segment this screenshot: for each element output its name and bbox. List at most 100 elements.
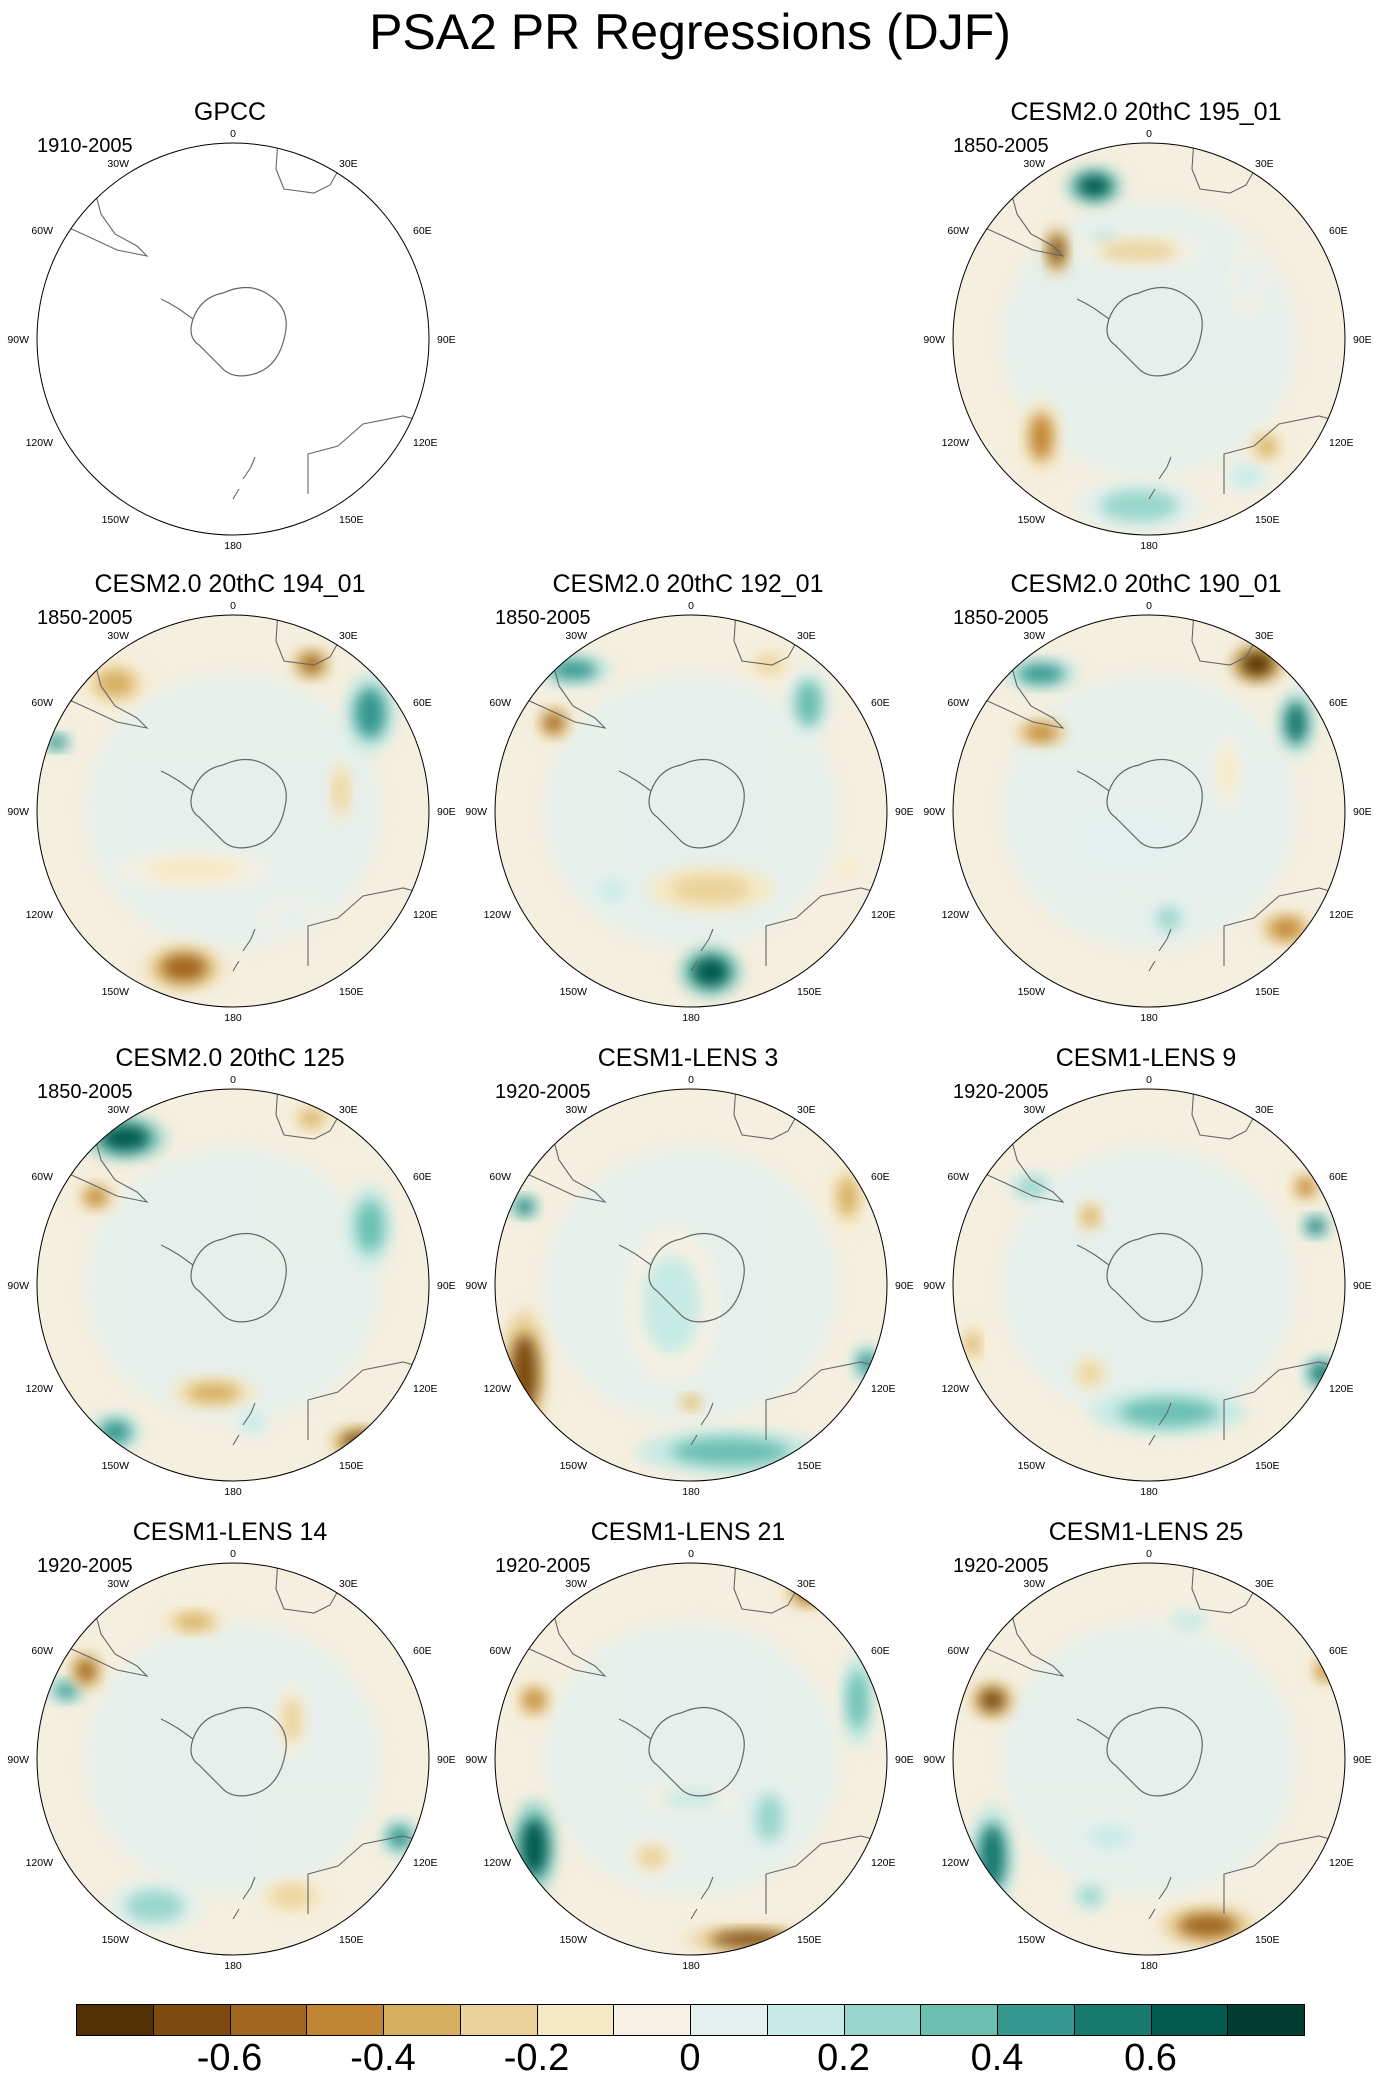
polar-map: 0 180 30W 60W 90W 120W 150W 30E 60E 90E 120E 150E <box>7 1074 456 1498</box>
panel-years: 1850-2005 <box>953 135 1049 157</box>
anomaly-halo <box>329 1426 392 1458</box>
colorbar-cell <box>613 2004 691 2036</box>
longitude-label-right-mid: 90E <box>1353 806 1372 818</box>
longitude-label-right-mid: 90E <box>437 1280 456 1292</box>
africa-outline <box>275 1089 339 1140</box>
anomaly-core <box>99 1124 151 1152</box>
africa-outline <box>275 1563 339 1614</box>
polar-map: 0 180 30W 60W 90W 120W 150W 30E 60E 90E 120E 150E <box>465 1548 913 1972</box>
longitude-label-left-mid: 90W <box>7 1754 29 1766</box>
longitude-label-top: 0 <box>230 1548 236 1560</box>
longitude-label-right-bottom: 150E <box>1255 986 1280 998</box>
anomaly-core <box>54 1682 79 1699</box>
anomaly-core <box>683 1396 699 1409</box>
australia-outline <box>307 887 426 966</box>
anomaly-core <box>549 660 597 680</box>
anomaly-core <box>691 956 731 988</box>
longitude-label-top: 0 <box>1146 1548 1152 1560</box>
panel-years: 1850-2005 <box>953 607 1049 629</box>
polar-map: 0 180 30W 60W 90W 120W 150W 30E 60E 90E 120E 150E <box>7 1548 455 1972</box>
longitude-label-left-mid: 90W <box>923 1280 945 1292</box>
longitude-label-left-mid: 90W <box>923 334 945 346</box>
anomaly-core <box>242 1412 263 1432</box>
longitude-label-right-top: 30E <box>797 630 816 642</box>
antarctic-peninsula-outline <box>1076 1718 1110 1740</box>
colorbar-tick-label: 0.4 <box>970 2037 1024 2079</box>
africa-outline <box>1191 615 1255 666</box>
anomaly-core <box>299 1110 324 1127</box>
anomaly-core <box>1317 1662 1334 1679</box>
anomaly-core <box>1309 1361 1334 1385</box>
antarctic-peninsula-outline <box>160 1718 194 1740</box>
map-panel-c2-125: 0 180 30W 60W 90W 120W 150W 30E 60E 90E 120E 150E CE… <box>0 1040 460 1510</box>
new-zealand-outline <box>690 1876 714 1920</box>
longitude-label-bottom: 180 <box>1140 1012 1158 1024</box>
colorbar-cell <box>1227 2004 1305 2036</box>
longitude-label-top: 0 <box>230 128 236 140</box>
panel-years: 1920-2005 <box>953 1555 1049 1577</box>
polar-map: 0 180 30W 60W 90W 120W 150W 30E 60E 90E 120E 150E <box>923 1074 1371 1498</box>
antarctica-outline <box>190 286 287 377</box>
longitude-label-left-lower: 120W <box>26 437 54 449</box>
longitude-label-right-upper: 60E <box>1329 1171 1348 1183</box>
africa-outline <box>1191 1089 1255 1140</box>
panel-years: 1850-2005 <box>37 1081 133 1103</box>
longitude-label-right-bottom: 150E <box>339 1934 364 1946</box>
anomaly-core <box>966 1332 979 1356</box>
antarctic-peninsula-outline <box>160 298 194 320</box>
map-panel-c2-190: 0 180 30W 60W 90W 120W 150W 30E 60E 90E 120E 150E CE… <box>916 566 1376 1036</box>
longitude-label-right-bottom: 150E <box>1255 1460 1280 1472</box>
panel-years: 1850-2005 <box>495 607 591 629</box>
antarctica-outline <box>648 758 745 849</box>
longitude-label-left-upper: 60W <box>31 1645 53 1657</box>
colorbar-tick-label: -0.4 <box>350 2037 416 2079</box>
antarctica-outline <box>1106 758 1203 849</box>
australia-outline <box>307 1835 426 1914</box>
anomaly-core <box>174 1613 214 1630</box>
anomaly-core <box>510 1334 539 1413</box>
anomaly-core <box>671 1437 789 1466</box>
colorbar-cell <box>229 2004 308 2036</box>
anomaly-core <box>757 656 782 672</box>
map-border <box>494 1088 888 1482</box>
antarctica-outline <box>648 1706 745 1797</box>
antarctic-peninsula-outline <box>1076 298 1110 320</box>
map-panel-c2-194: 0 180 30W 60W 90W 120W 150W 30E 60E 90E 120E 150E CE… <box>0 566 460 1036</box>
africa-outline <box>733 1089 797 1140</box>
longitude-label-top: 0 <box>688 600 694 612</box>
longitude-label-top: 0 <box>1146 600 1152 612</box>
anomaly-core <box>299 654 324 674</box>
longitude-label-left-lower: 120W <box>942 1857 970 1869</box>
anomaly-core <box>1296 1177 1316 1197</box>
anomaly-core <box>1284 701 1308 745</box>
colorbar-tick-label: 0.2 <box>817 2037 870 2079</box>
longitude-label-bottom: 180 <box>224 540 242 552</box>
longitude-label-right-top: 30E <box>1255 158 1274 170</box>
map-panel-lens-14: 0 180 30W 60W 90W 120W 150W 30E 60E 90E 120E 150E CE… <box>0 1514 460 1984</box>
longitude-label-left-mid: 90W <box>7 1280 29 1292</box>
anomaly-core <box>1100 241 1179 261</box>
longitude-label-right-lower: 120E <box>1329 437 1354 449</box>
panel-years: 1920-2005 <box>495 1555 591 1577</box>
map-panel-lens-25: 0 180 30W 60W 90W 120W 150W 30E 60E 90E 120E 150E CE… <box>916 1514 1376 1984</box>
anomaly-core <box>710 1931 789 1948</box>
longitude-label-left-lower: 120W <box>942 909 970 921</box>
map-border <box>36 1088 430 1482</box>
longitude-label-right-bottom: 150E <box>339 1460 364 1472</box>
longitude-label-right-top: 30E <box>797 1578 816 1590</box>
new-zealand-outline <box>232 456 256 500</box>
anomaly-core <box>839 858 856 882</box>
longitude-label-right-top: 30E <box>797 1104 816 1116</box>
longitude-label-right-top: 30E <box>339 1104 358 1116</box>
antarctic-peninsula-outline <box>1076 770 1110 792</box>
anomaly-core <box>387 1825 412 1850</box>
anomaly-wash <box>86 1621 380 1897</box>
longitude-label-bottom: 180 <box>1140 540 1158 552</box>
longitude-label-left-mid: 90W <box>923 1754 945 1766</box>
colorbar-cell <box>152 2004 231 2036</box>
longitude-label-left-upper: 60W <box>31 697 53 709</box>
map-panel-lens-9: 0 180 30W 60W 90W 120W 150W 30E 60E 90E 120E 150E CE… <box>916 1040 1376 1510</box>
longitude-label-left-lower: 120W <box>484 909 512 921</box>
africa-outline <box>1191 143 1255 194</box>
anomaly-core <box>514 1198 535 1215</box>
